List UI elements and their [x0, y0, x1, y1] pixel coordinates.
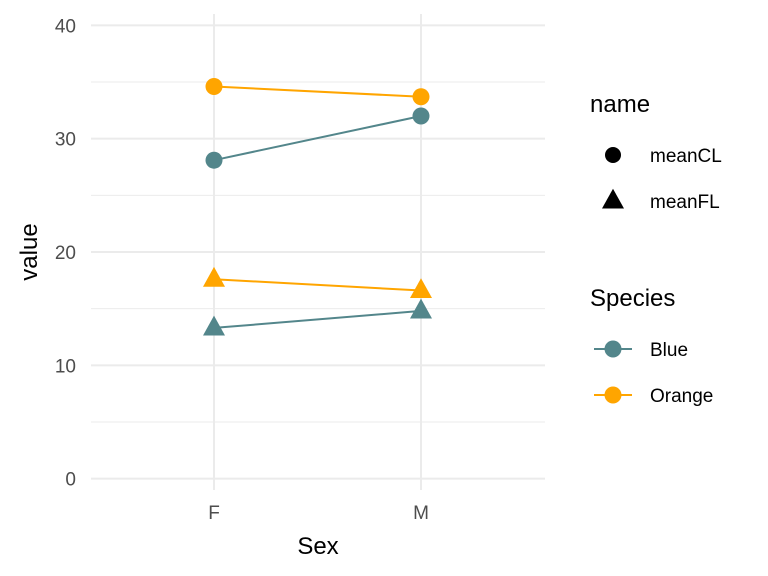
grid: [91, 14, 545, 490]
x-tick-label: F: [208, 503, 220, 524]
legend-name: name meanCL meanFL: [590, 91, 722, 213]
legend-label: meanFL: [650, 192, 720, 213]
series-line-blue-meanfl: [213, 309, 422, 329]
legend-key-orange: [594, 386, 632, 404]
series-line-orange-meancl: [213, 85, 422, 98]
legend-key-blue: [594, 340, 632, 358]
legend-key-meanfl: [602, 188, 624, 209]
x-tick-label: M: [413, 503, 429, 524]
legend-title: name: [590, 91, 650, 118]
legend-label: meanCL: [650, 146, 722, 167]
legend-symbol: [605, 147, 621, 163]
legend-species: Species Blue Orange: [590, 285, 713, 407]
legend-title: Species: [590, 285, 675, 312]
y-axis: 0 10 20 30 40: [55, 16, 76, 490]
point-blue-meancl: [412, 107, 430, 125]
series-line-blue-meancl: [213, 115, 422, 162]
point-orange-meanfl: [410, 278, 432, 299]
series-line-orange-meanfl: [213, 278, 422, 292]
legends: name meanCL meanFL Species Blue Orange: [590, 91, 722, 407]
series-layer: [203, 78, 432, 336]
point-orange-meancl: [205, 78, 223, 96]
legend-symbol: [602, 188, 624, 209]
legend-key-meancl: [605, 147, 621, 163]
y-tick-label: 30: [55, 130, 76, 151]
legend-label: Orange: [650, 386, 713, 407]
point-orange-meancl: [412, 88, 430, 106]
point-blue-meanfl: [203, 315, 225, 336]
y-tick-label: 10: [55, 356, 76, 377]
y-tick-label: 40: [55, 16, 76, 37]
point-blue-meancl: [205, 151, 223, 169]
legend-label: Blue: [650, 340, 688, 361]
y-axis-title: value: [16, 223, 43, 280]
y-tick-label: 20: [55, 243, 76, 264]
legend-symbol: [604, 340, 622, 358]
y-tick-label: 0: [65, 470, 76, 491]
legend-symbol: [604, 386, 622, 404]
x-axis-title: Sex: [297, 533, 338, 560]
point-blue-meanfl: [410, 298, 432, 319]
point-orange-meanfl: [203, 266, 225, 287]
